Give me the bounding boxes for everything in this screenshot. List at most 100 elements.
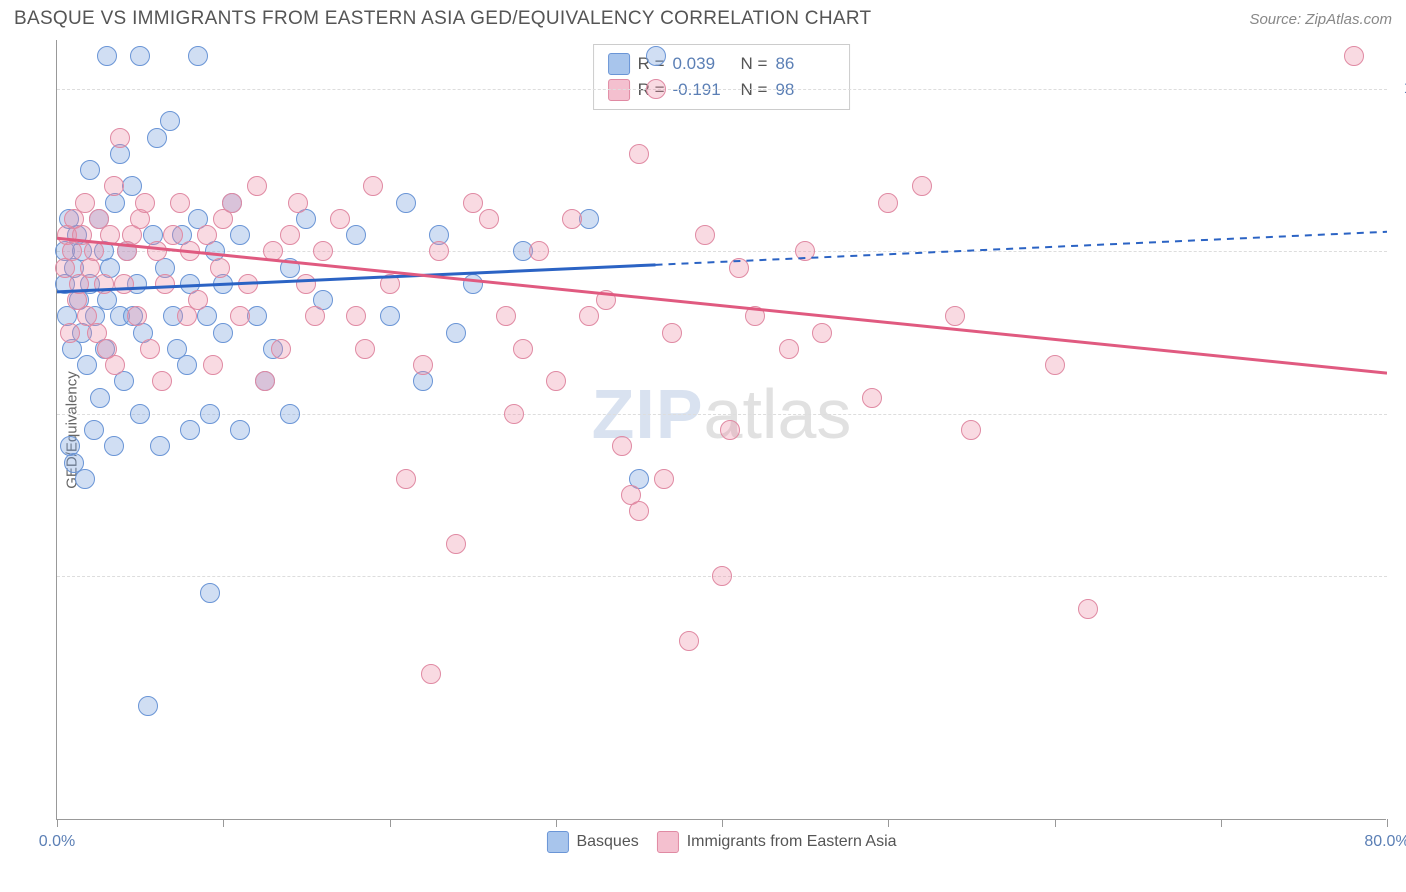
data-point [213, 323, 233, 343]
r-value-1: -0.191 [673, 80, 733, 100]
data-point [210, 258, 230, 278]
data-point [529, 241, 549, 261]
legend-row-basques: R = 0.039 N = 86 [608, 51, 836, 77]
data-point [396, 193, 416, 213]
data-point [130, 404, 150, 424]
data-point [238, 274, 258, 294]
data-point [504, 404, 524, 424]
x-tick-mark [223, 819, 224, 827]
data-point [177, 355, 197, 375]
data-point [163, 225, 183, 245]
x-tick-mark [1055, 819, 1056, 827]
data-point [77, 355, 97, 375]
data-point [513, 339, 533, 359]
x-tick-mark [888, 819, 889, 827]
data-point [330, 209, 350, 229]
data-point [629, 501, 649, 521]
data-point [421, 664, 441, 684]
data-point [779, 339, 799, 359]
data-point [305, 306, 325, 326]
data-point [496, 306, 516, 326]
data-point [97, 46, 117, 66]
data-point [200, 583, 220, 603]
data-point [413, 355, 433, 375]
data-point [812, 323, 832, 343]
x-tick-mark [390, 819, 391, 827]
data-point [147, 241, 167, 261]
data-point [479, 209, 499, 229]
data-point [945, 306, 965, 326]
data-point [961, 420, 981, 440]
data-point [84, 420, 104, 440]
data-point [380, 274, 400, 294]
data-point [130, 46, 150, 66]
data-point [695, 225, 715, 245]
data-point [729, 258, 749, 278]
data-point [296, 274, 316, 294]
data-point [271, 339, 291, 359]
legend-label-basques: Basques [576, 833, 638, 851]
data-point [712, 566, 732, 586]
plot-area: GED/Equivalency ZIPatlas R = 0.039 N = 8… [56, 40, 1386, 820]
data-point [200, 404, 220, 424]
legend-swatch-basques [608, 53, 630, 75]
legend-label-immigrants: Immigrants from Eastern Asia [687, 833, 897, 851]
data-point [104, 176, 124, 196]
data-point [346, 225, 366, 245]
data-point [60, 323, 80, 343]
data-point [878, 193, 898, 213]
x-tick-label: 80.0% [1364, 833, 1406, 851]
n-value-0: 86 [775, 54, 835, 74]
legend-item-immigrants: Immigrants from Eastern Asia [657, 831, 897, 853]
data-point [160, 111, 180, 131]
data-point [396, 469, 416, 489]
data-point [446, 323, 466, 343]
x-tick-label: 0.0% [39, 833, 75, 851]
data-point [429, 241, 449, 261]
data-point [912, 176, 932, 196]
data-point [80, 160, 100, 180]
data-point [596, 290, 616, 310]
data-point [1344, 46, 1364, 66]
data-point [105, 355, 125, 375]
data-point [646, 79, 666, 99]
data-point [114, 274, 134, 294]
chart-source: Source: ZipAtlas.com [1249, 11, 1392, 28]
data-point [84, 241, 104, 261]
data-point [546, 371, 566, 391]
data-point [662, 323, 682, 343]
x-tick-mark [57, 819, 58, 827]
data-point [100, 225, 120, 245]
data-point [203, 355, 223, 375]
legend-row-immigrants: R = -0.191 N = 98 [608, 77, 836, 103]
data-point [1078, 599, 1098, 619]
data-point [90, 388, 110, 408]
data-point [629, 144, 649, 164]
data-point [230, 420, 250, 440]
legend-swatch-immigrants [608, 79, 630, 101]
legend-bswatch-basques [546, 831, 568, 853]
x-tick-mark [722, 819, 723, 827]
gridline [57, 89, 1387, 90]
chart-header: BASQUE VS IMMIGRANTS FROM EASTERN ASIA G… [0, 0, 1406, 34]
data-point [188, 290, 208, 310]
data-point [263, 241, 283, 261]
data-point [188, 46, 208, 66]
n-label-0: N = [741, 54, 768, 74]
x-tick-mark [556, 819, 557, 827]
data-point [94, 274, 114, 294]
x-tick-mark [1387, 819, 1388, 827]
data-point [355, 339, 375, 359]
data-point [127, 306, 147, 326]
data-point [562, 209, 582, 229]
data-point [346, 306, 366, 326]
data-point [155, 274, 175, 294]
x-tick-mark [1221, 819, 1222, 827]
r-value-0: 0.039 [673, 54, 733, 74]
data-point [579, 306, 599, 326]
series-legend: Basques Immigrants from Eastern Asia [546, 831, 896, 853]
data-point [463, 274, 483, 294]
data-point [104, 436, 124, 456]
data-point [138, 696, 158, 716]
data-point [463, 193, 483, 213]
